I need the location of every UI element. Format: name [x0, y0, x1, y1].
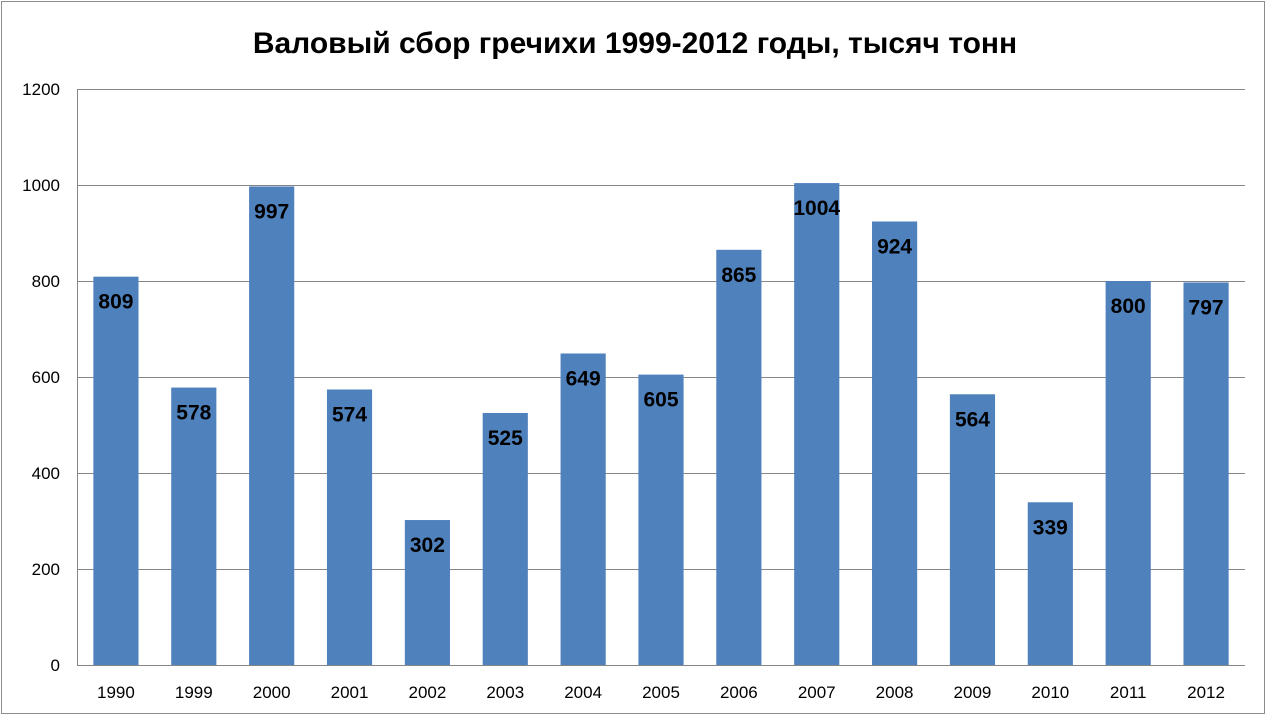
x-tick-label: 2003	[486, 683, 524, 702]
x-tick-label: 2000	[253, 683, 291, 702]
data-label: 997	[254, 200, 289, 223]
x-tick-label: 2004	[564, 683, 602, 702]
x-tick-label: 2001	[331, 683, 369, 702]
data-label: 574	[332, 403, 367, 426]
bar	[1027, 502, 1073, 665]
data-label: 525	[488, 427, 523, 450]
data-label: 605	[643, 389, 678, 412]
y-tick-label: 0	[51, 656, 60, 675]
bar	[560, 353, 606, 665]
x-tick-label: 2008	[876, 683, 914, 702]
x-tick-label: 2005	[642, 683, 680, 702]
x-tick-label: 1999	[175, 683, 213, 702]
bars	[93, 183, 1229, 666]
bar	[93, 276, 139, 665]
bar	[404, 520, 450, 665]
x-tick-label: 2012	[1187, 683, 1225, 702]
y-tick-label: 200	[32, 560, 60, 579]
data-label: 809	[98, 291, 133, 314]
data-label: 339	[1033, 516, 1068, 539]
bar	[171, 387, 217, 665]
y-tick-label: 800	[32, 272, 60, 291]
y-tick-label: 400	[32, 464, 60, 483]
bar	[1183, 282, 1229, 665]
x-tick-label: 2010	[1031, 683, 1069, 702]
data-label: 924	[877, 235, 912, 258]
data-label: 800	[1111, 295, 1146, 318]
data-label: 1004	[793, 197, 840, 220]
chart-title: Валовый сбор гречихи 1999-2012 годы, тыс…	[253, 27, 1017, 60]
data-label: 797	[1189, 296, 1224, 319]
bar	[872, 221, 918, 666]
bar	[482, 413, 528, 665]
bar	[949, 394, 996, 665]
bar	[794, 183, 840, 665]
bar	[1105, 281, 1151, 665]
x-tick-label: 1990	[97, 683, 135, 702]
data-label: 578	[176, 402, 211, 425]
y-tick-label: 1000	[22, 176, 60, 195]
bar	[249, 186, 295, 665]
x-tick-label: 2006	[720, 683, 758, 702]
x-tick-label: 2009	[954, 683, 992, 702]
data-label: 865	[721, 264, 756, 287]
y-tick-label: 600	[32, 368, 60, 387]
data-label: 564	[955, 408, 990, 431]
x-axis-tick-labels: 1990 1999 2000 2001 2002 2003 2004 2005 2006 2007…	[97, 683, 1225, 702]
y-tick-label: 1200	[22, 80, 60, 99]
data-labels: 809 578 997 574 302 525 649 605 865 1004 924 564 339…	[98, 197, 1223, 557]
x-tick-label: 2007	[798, 683, 836, 702]
data-label: 302	[410, 534, 445, 557]
y-axis-tick-labels: 0 200 400 600 800 1000 1200	[22, 80, 60, 675]
x-tick-label: 2002	[408, 683, 446, 702]
bar	[716, 249, 762, 666]
bar	[326, 389, 373, 665]
data-label: 649	[566, 367, 601, 390]
bar	[638, 374, 684, 665]
x-tick-label: 2011	[1110, 683, 1147, 702]
